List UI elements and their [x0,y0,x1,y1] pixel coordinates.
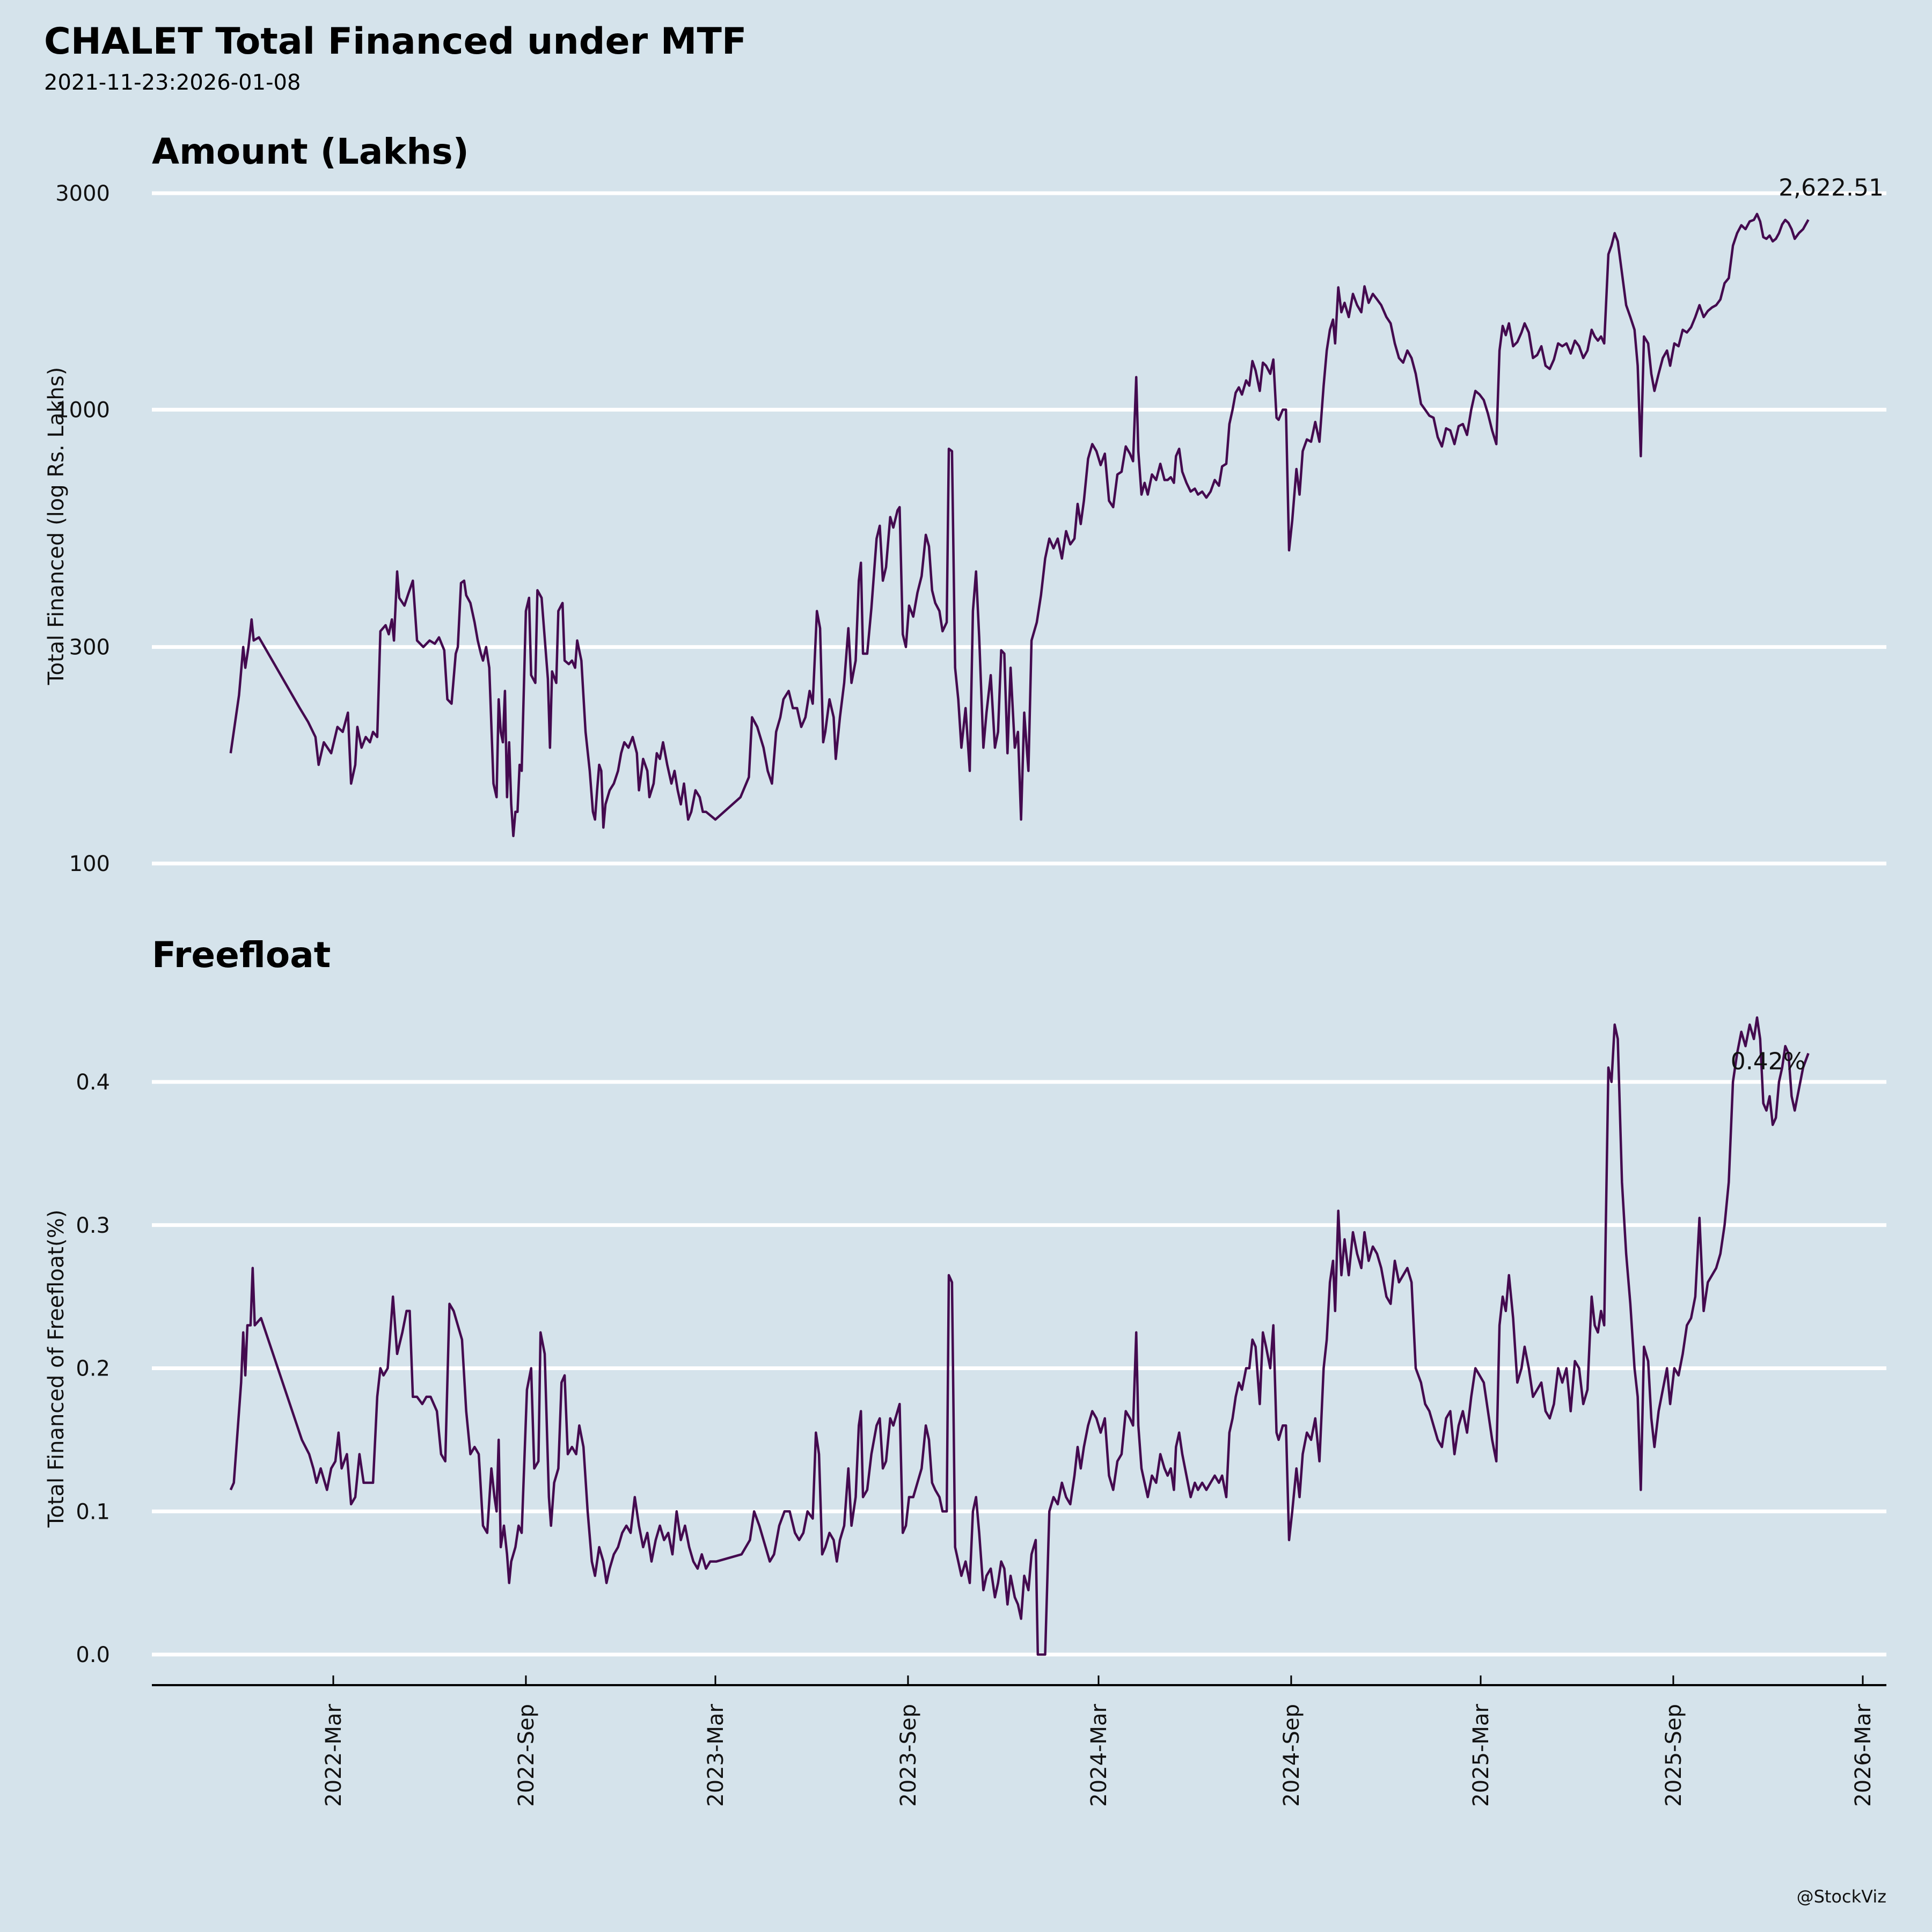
credit-label: @StockViz [1797,1886,1886,1907]
y-tick-label: 300 [69,635,110,660]
x-axis-ticks: 2022-Mar 2022-Sep 2023-Mar 2023-Sep 2024-Mar… [321,1675,1876,1807]
freefloat-panel-title: Freefloat [152,934,331,976]
amount-gridlines [152,191,1886,866]
x-tick-label: 2024-Sep [1279,1704,1304,1807]
x-axis: 2022-Mar 2022-Sep 2023-Mar 2023-Sep 2024-Mar… [152,1675,1886,1807]
amount-last-value-label: 2,622.51 [1779,174,1884,201]
y-tick-label: 0.2 [76,1357,110,1381]
amount-y-ticks: 100 300 1000 3000 [55,181,110,876]
y-tick-label: 0.1 [76,1499,110,1524]
freefloat-y-ticks: 0.0 0.1 0.2 0.3 0.4 [76,1070,110,1667]
y-tick-label: 0.4 [76,1070,110,1095]
freefloat-panel: Freefloat 0.0 0.1 0.2 0.3 0.4 Total Financed… [44,934,1886,1667]
y-tick-label: 0.0 [76,1643,110,1667]
x-tick-label: 2024-Mar [1087,1703,1111,1806]
freefloat-series-line [229,1016,1810,1656]
chart-title: CHALET Total Financed under MTF [44,20,747,63]
amount-panel: Amount (Lakhs) 100 300 1000 3000 Total Fina… [44,131,1886,876]
y-tick-label: 0.3 [76,1213,110,1238]
y-tick-label: 1000 [55,398,110,422]
x-tick-label: 2023-Sep [896,1704,921,1807]
x-tick-label: 2022-Mar [321,1703,346,1806]
y-tick-label: 3000 [55,181,110,206]
chart-subtitle: 2021-11-23:2026-01-08 [44,70,301,95]
x-tick-label: 2023-Mar [704,1703,728,1806]
freefloat-y-axis-label: Total Financed of Freefloat(%) [44,1210,69,1528]
amount-series-line [229,213,1810,837]
amount-y-axis-label: Total Financed (log Rs. Lakhs) [44,367,69,685]
x-tick-label: 2025-Mar [1469,1703,1494,1806]
amount-panel-title: Amount (Lakhs) [152,131,469,172]
freefloat-gridlines [152,1080,1886,1657]
x-tick-label: 2022-Sep [514,1704,539,1807]
freefloat-last-value-label: 0.42% [1731,1048,1806,1075]
x-tick-label: 2026-Mar [1851,1703,1876,1806]
x-tick-label: 2025-Sep [1662,1704,1686,1807]
y-tick-label: 100 [69,852,110,876]
